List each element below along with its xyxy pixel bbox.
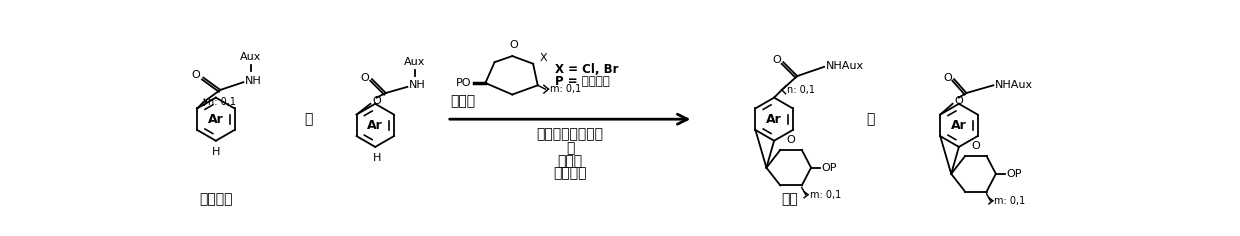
Text: m: 0,1: m: 0,1 xyxy=(810,190,841,200)
Text: m: 0,1: m: 0,1 xyxy=(551,84,582,94)
Text: 二价钯金属催化剂: 二价钯金属催化剂 xyxy=(537,128,604,142)
Text: X: X xyxy=(539,53,547,63)
Text: NHAux: NHAux xyxy=(826,61,864,71)
Text: H: H xyxy=(372,153,381,163)
Text: O: O xyxy=(971,141,980,151)
Text: Ar: Ar xyxy=(367,119,383,132)
Text: OP: OP xyxy=(822,163,837,173)
Text: m: 0,1: m: 0,1 xyxy=(994,196,1025,206)
Text: O: O xyxy=(191,70,200,80)
Text: n: 0,1: n: 0,1 xyxy=(787,85,815,95)
Text: 或: 或 xyxy=(304,112,312,126)
Text: PO: PO xyxy=(456,78,471,88)
Text: 碱: 碱 xyxy=(565,141,574,156)
Text: n: 0,1: n: 0,1 xyxy=(208,97,236,107)
Text: 糖给体: 糖给体 xyxy=(450,94,476,108)
Text: 酰胺原料: 酰胺原料 xyxy=(200,192,233,206)
Text: 有机溶剂: 有机溶剂 xyxy=(553,166,587,180)
Text: Ar: Ar xyxy=(951,119,967,132)
Text: P = 保护基团: P = 保护基团 xyxy=(556,75,610,88)
Text: X = Cl, Br: X = Cl, Br xyxy=(556,63,619,76)
Text: O: O xyxy=(510,40,518,50)
Text: 添加剂: 添加剂 xyxy=(558,154,583,168)
Text: O: O xyxy=(373,97,382,106)
Text: Aux: Aux xyxy=(241,52,262,62)
Text: O: O xyxy=(944,73,952,83)
Text: NH: NH xyxy=(246,76,262,86)
Text: O: O xyxy=(955,97,963,106)
Text: 或: 或 xyxy=(867,112,874,126)
Text: H: H xyxy=(212,147,219,157)
Text: O: O xyxy=(773,55,781,65)
Text: O: O xyxy=(786,135,795,145)
Text: Ar: Ar xyxy=(208,113,223,126)
Text: Aux: Aux xyxy=(404,57,425,67)
Text: NHAux: NHAux xyxy=(994,80,1033,89)
Text: NH: NH xyxy=(409,80,425,89)
Text: O: O xyxy=(360,73,368,83)
Text: Ar: Ar xyxy=(766,113,782,126)
Text: 产物: 产物 xyxy=(781,192,797,206)
Text: OP: OP xyxy=(1007,169,1022,179)
